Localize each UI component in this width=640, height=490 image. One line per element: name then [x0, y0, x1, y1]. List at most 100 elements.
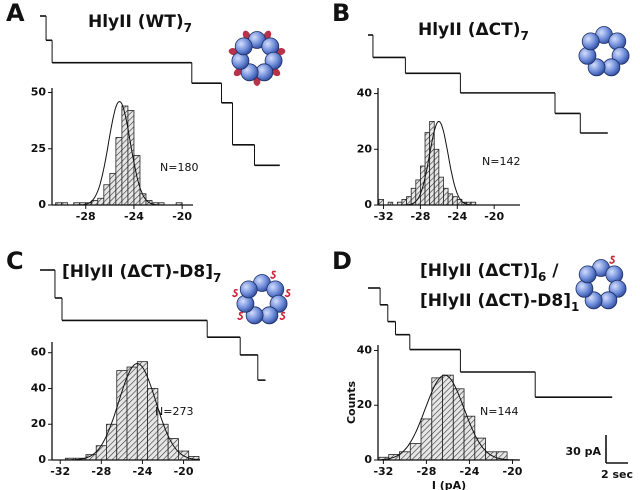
histogram-bar — [95, 445, 107, 461]
histogram-bar — [167, 438, 179, 461]
annotation: N=142 — [482, 155, 520, 168]
histogram-bar — [438, 176, 444, 206]
heptamer-icon — [228, 30, 286, 86]
x-tick-label: -28 — [76, 210, 96, 223]
y-tick-label: 25 — [31, 142, 46, 155]
y-tick-label: 0 — [38, 198, 46, 211]
tag-mark — [608, 255, 615, 264]
y-tick-label: 0 — [38, 453, 46, 466]
gaussian-fit — [377, 374, 521, 461]
domain-blob — [271, 67, 281, 77]
panel-letter: B — [332, 0, 350, 27]
panel-title: [HlyII (ΔCT)-D8]1 — [420, 291, 579, 314]
annotation: N=144 — [480, 405, 518, 418]
subunit — [578, 265, 597, 284]
histogram-bar — [91, 200, 99, 206]
histogram-bar — [157, 423, 169, 461]
gaussian-fit — [402, 120, 476, 206]
y-tick-label: 40 — [357, 87, 373, 100]
title-text: HlyII (ΔCT) — [418, 20, 520, 40]
histogram-bar — [103, 184, 111, 206]
panel-title: HlyII (WT)7 — [88, 12, 192, 35]
histogram-bar — [409, 443, 422, 461]
x-tick-label: -32 — [373, 465, 393, 478]
histogram-bar — [401, 199, 407, 206]
x-tick-label: -32 — [374, 210, 394, 223]
subunit — [581, 32, 600, 51]
panel-letter: C — [6, 247, 24, 275]
histogram-bar — [442, 374, 454, 461]
title-subscript: 6 — [538, 270, 546, 284]
histogram-bar — [431, 377, 443, 461]
x-tick-label: -28 — [410, 210, 430, 223]
tag-mark — [237, 311, 244, 320]
x-tick-label: -28 — [416, 465, 436, 478]
histogram-bar — [420, 418, 433, 461]
histogram-bar — [433, 148, 440, 206]
tag-mark — [231, 288, 238, 298]
x-tick-label: -24 — [460, 465, 480, 478]
histogram-bar — [452, 388, 465, 461]
title-subscript: 7 — [213, 271, 221, 285]
scale-bar-current-label: 30 pA — [565, 445, 601, 458]
histogram-bar — [452, 196, 458, 206]
y-tick-label: 40 — [357, 343, 373, 356]
panel-title: HlyII (ΔCT)7 — [418, 20, 529, 43]
annotation: N=180 — [160, 161, 198, 174]
panel-letter: D — [332, 247, 352, 275]
histogram-bar — [378, 199, 384, 206]
x-tick-label: -20 — [484, 210, 504, 223]
histogram-bar — [147, 388, 159, 461]
y-tick-label: 50 — [31, 86, 47, 99]
subunit — [239, 280, 258, 299]
x-tick-label: -20 — [172, 210, 192, 223]
title-text: [HlyII (ΔCT)-D8] — [62, 262, 213, 282]
x-tick-label: -20 — [503, 465, 523, 478]
y-tick-label: 20 — [357, 142, 373, 155]
histogram-bar — [443, 187, 449, 206]
panel-title: [HlyII (ΔCT)-D8]7 — [62, 262, 221, 285]
domain-blob — [233, 67, 243, 77]
tag-mark — [284, 288, 291, 298]
subunit — [234, 37, 253, 56]
x-tick-label: -24 — [133, 465, 153, 478]
title-text: [HlyII (ΔCT)] — [420, 261, 538, 281]
x-axis-label: I (pA) — [432, 479, 466, 490]
x-tick-label: -32 — [50, 465, 70, 478]
histogram-bar — [97, 197, 105, 206]
annotation: N=273 — [155, 405, 193, 418]
histogram-bar — [447, 193, 454, 206]
tag-mark — [269, 270, 276, 279]
histogram-bar — [485, 451, 497, 461]
histogram-bar — [115, 137, 123, 206]
x-tick-label: -24 — [447, 210, 467, 223]
histogram-bar — [121, 105, 129, 206]
panel-title: [HlyII (ΔCT)]6 / — [420, 261, 559, 284]
histogram-bar — [136, 361, 148, 461]
gaussian-fit — [63, 362, 201, 461]
y-tick-label: 40 — [31, 381, 47, 394]
title-text: HlyII (WT) — [88, 12, 184, 32]
heptamer-icon — [575, 255, 627, 310]
x-tick-label: -20 — [174, 465, 194, 478]
heptamer-icon — [578, 26, 630, 77]
title-subscript: 7 — [184, 21, 192, 35]
y-axis-label: Counts — [345, 381, 358, 425]
title-subscript: 7 — [520, 29, 528, 43]
title-text: [HlyII (ΔCT)-D8] — [420, 291, 571, 311]
y-tick-label: 20 — [357, 398, 373, 411]
y-tick-label: 0 — [364, 198, 372, 211]
title-tail: / — [546, 261, 559, 281]
histogram-bar — [106, 423, 118, 461]
histogram-bar — [109, 173, 117, 206]
heptamer-icon — [231, 270, 291, 325]
histogram-bar — [116, 370, 128, 461]
y-tick-label: 20 — [31, 417, 47, 430]
scale-bar-time-label: 2 sec — [601, 468, 633, 481]
y-tick-label: 60 — [31, 346, 47, 359]
histogram-bar — [133, 155, 141, 206]
histogram-bar — [126, 366, 138, 461]
y-tick-label: 0 — [364, 453, 372, 466]
title-subscript: 1 — [571, 300, 579, 314]
